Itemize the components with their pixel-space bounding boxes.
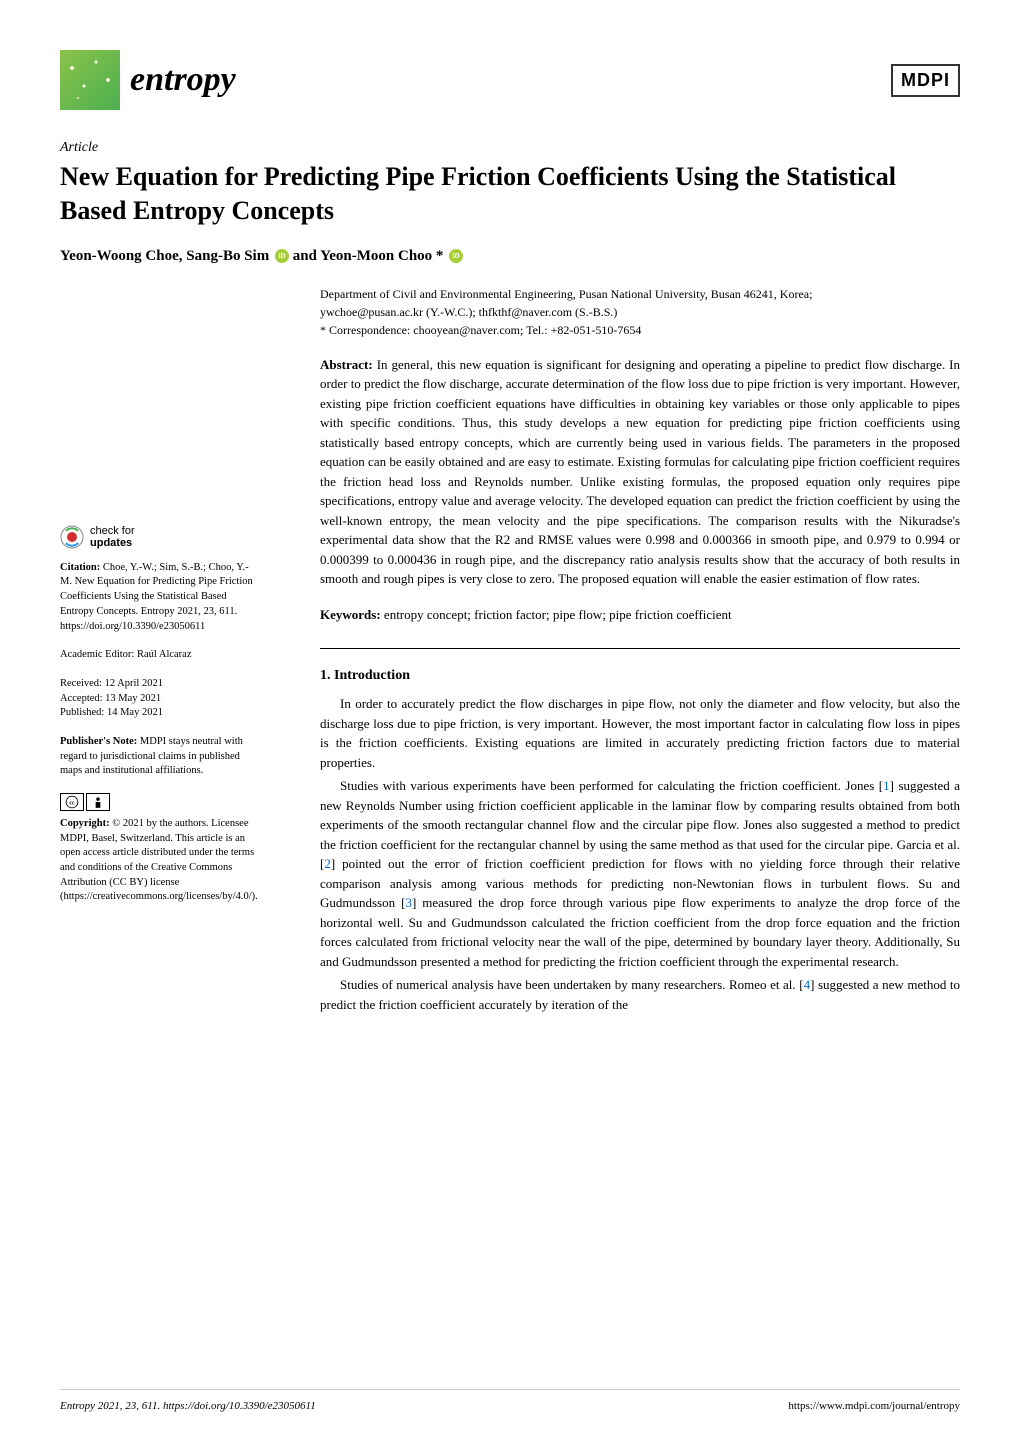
editor-name: Raúl Alcaraz <box>137 649 192 660</box>
cc-icon: cc <box>60 793 84 811</box>
check-updates-text: check for updates <box>90 525 135 549</box>
abstract-block: Abstract: In general, this new equation … <box>320 355 960 589</box>
publishers-note-block: Publisher's Note: MDPI stays neutral wit… <box>60 735 260 779</box>
dates-block: Received: 12 April 2021 Accepted: 13 May… <box>60 677 260 721</box>
article-type: Article <box>60 140 960 156</box>
received-date: Received: 12 April 2021 <box>60 677 260 692</box>
abstract-label: Abstract: <box>320 357 373 372</box>
main-content: check for updates Citation: Choe, Y.-W.;… <box>60 285 960 1019</box>
body-text: In order to accurately predict the flow … <box>320 694 960 1014</box>
journal-logo: entropy <box>60 50 236 110</box>
abstract-text: In general, this new equation is signifi… <box>320 357 960 587</box>
footer-citation: Entropy 2021, 23, 611. https://doi.org/1… <box>60 1400 316 1412</box>
note-label: Publisher's Note: <box>60 736 137 747</box>
sidebar: check for updates Citation: Choe, Y.-W.;… <box>60 285 260 1019</box>
editor-label: Academic Editor: <box>60 649 134 660</box>
cc-license-badge[interactable]: cc <box>60 793 260 811</box>
copyright-block: Copyright: © 2021 by the authors. Licens… <box>60 817 260 905</box>
authors-line: Yeon-Woong Choe, Sang-Bo Sim and Yeon-Mo… <box>60 248 960 265</box>
editor-block: Academic Editor: Raúl Alcaraz <box>60 648 260 663</box>
keywords-label: Keywords: <box>320 607 381 622</box>
intro-paragraph-2: Studies with various experiments have be… <box>320 776 960 971</box>
affiliation-emails: ywchoe@pusan.ac.kr (Y.-W.C.); thfkthf@na… <box>320 303 960 321</box>
intro-paragraph-1: In order to accurately predict the flow … <box>320 694 960 772</box>
keywords-text: entropy concept; friction factor; pipe f… <box>384 607 732 622</box>
check-updates-badge[interactable]: check for updates <box>60 525 260 549</box>
svg-text:cc: cc <box>69 800 75 806</box>
section-heading: 1. Introduction <box>320 665 960 686</box>
content-column: Department of Civil and Environmental En… <box>290 285 960 1019</box>
page-header: entropy MDPI <box>60 50 960 110</box>
page-footer: Entropy 2021, 23, 611. https://doi.org/1… <box>60 1389 960 1412</box>
authors-text: Yeon-Woong Choe, Sang-Bo Sim <box>60 248 269 264</box>
by-icon <box>86 793 110 811</box>
affiliation-dept: Department of Civil and Environmental En… <box>320 285 960 303</box>
copyright-text: © 2021 by the authors. Licensee MDPI, Ba… <box>60 818 258 902</box>
copyright-label: Copyright: <box>60 818 110 829</box>
section-divider <box>320 648 960 649</box>
published-date: Published: 14 May 2021 <box>60 706 260 721</box>
affiliation-block: Department of Civil and Environmental En… <box>320 285 960 339</box>
orcid-icon[interactable] <box>275 249 289 263</box>
publisher-logo: MDPI <box>891 64 960 97</box>
intro-paragraph-3: Studies of numerical analysis have been … <box>320 975 960 1014</box>
citation-label: Citation: <box>60 562 100 573</box>
authors-suffix: and Yeon-Moon Choo * <box>293 248 444 264</box>
journal-icon <box>60 50 120 110</box>
orcid-icon[interactable] <box>449 249 463 263</box>
keywords-block: Keywords: entropy concept; friction fact… <box>320 605 960 625</box>
footer-url[interactable]: https://www.mdpi.com/journal/entropy <box>788 1400 960 1412</box>
citation-block: Citation: Choe, Y.-W.; Sim, S.-B.; Choo,… <box>60 561 260 634</box>
accepted-date: Accepted: 13 May 2021 <box>60 692 260 707</box>
article-title: New Equation for Predicting Pipe Frictio… <box>60 160 960 228</box>
check-updates-icon <box>60 525 84 549</box>
correspondence: * Correspondence: chooyean@naver.com; Te… <box>320 321 960 339</box>
journal-name: entropy <box>130 61 236 99</box>
